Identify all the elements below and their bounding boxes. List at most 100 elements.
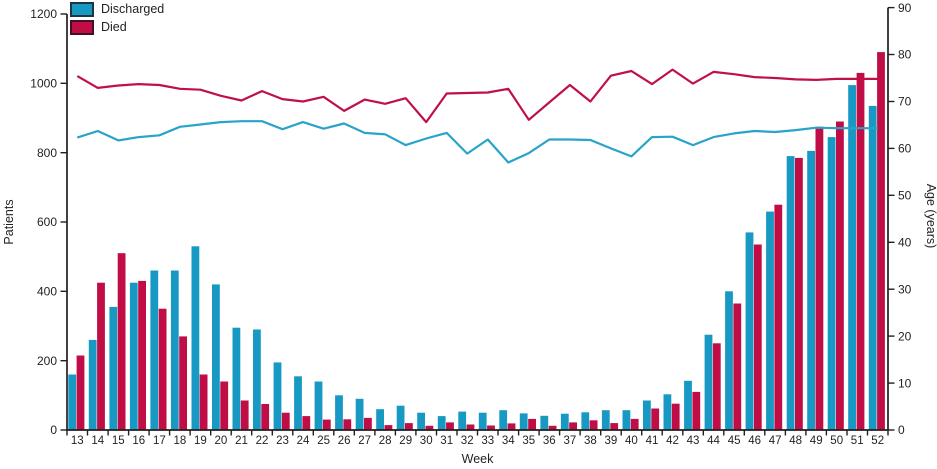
week-tick-label: 23 (276, 435, 289, 447)
bar-died-week-21 (240, 400, 249, 430)
bar-discharged-week-51 (848, 85, 856, 430)
week-tick-label: 41 (646, 435, 659, 447)
bar-died-week-43 (692, 391, 701, 430)
bar-discharged-week-49 (807, 150, 815, 430)
bar-died-week-30 (425, 425, 434, 430)
age-line-discharged (76, 120, 878, 164)
week-tick-label: 40 (625, 435, 638, 447)
bar-discharged-week-40 (622, 410, 631, 430)
bar-discharged-week-47 (766, 211, 774, 430)
legend-item-died: Died (70, 20, 164, 35)
week-tick-label: 29 (399, 435, 412, 447)
bar-discharged-week-39 (601, 410, 610, 430)
right-axis-tick-label: 90 (898, 1, 912, 15)
bar-discharged-week-33 (478, 412, 487, 430)
bar-died-week-20 (220, 381, 229, 430)
week-tick-label: 24 (297, 435, 310, 447)
bar-died-week-35 (528, 418, 536, 430)
bar-discharged-week-27 (355, 398, 364, 430)
bar-died-week-14 (97, 282, 105, 430)
bar-died-week-32 (466, 424, 475, 430)
bar-died-week-28 (384, 425, 393, 430)
left-axis-tick-label: 200 (37, 354, 57, 368)
week-tick-label: 31 (440, 435, 453, 447)
right-axis-tick-label: 20 (898, 329, 912, 343)
week-tick-label: 17 (153, 435, 166, 447)
right-axis-tick-label: 50 (898, 189, 912, 203)
bar-died-week-39 (610, 423, 619, 430)
week-tick-label: 34 (502, 435, 515, 447)
bar-died-week-52 (877, 52, 885, 430)
week-tick-label: 19 (194, 435, 207, 447)
bar-died-week-47 (774, 204, 783, 430)
week-tick-label: 36 (543, 435, 556, 447)
bar-died-week-41 (651, 408, 660, 430)
left-axis-tick-label: 600 (37, 215, 57, 229)
bar-discharged-week-24 (294, 376, 302, 430)
week-tick-label: 42 (666, 435, 679, 447)
left-axis-tick-label: 1200 (30, 7, 57, 21)
bar-died-week-13 (76, 355, 85, 430)
bar-discharged-week-19 (191, 246, 200, 430)
right-axis-tick-label: 70 (898, 95, 912, 109)
bar-discharged-week-16 (129, 282, 138, 430)
legend-item-discharged: Discharged (70, 2, 164, 17)
bar-discharged-week-29 (396, 405, 405, 430)
right-axis-tick-label: 30 (898, 282, 912, 296)
bar-discharged-week-28 (376, 409, 384, 430)
left-axis-tick-label: 400 (37, 285, 57, 299)
week-tick-label: 43 (687, 435, 700, 447)
bar-discharged-week-32 (458, 411, 467, 430)
x-axis-title: Week (462, 452, 494, 466)
bar-discharged-week-15 (109, 306, 118, 430)
week-tick-label: 25 (317, 435, 330, 447)
left-axis-tick-label: 800 (37, 146, 57, 160)
week-tick-label: 51 (851, 435, 864, 447)
right-axis-tick-label: 10 (898, 376, 912, 390)
bar-discharged-week-45 (725, 291, 733, 430)
axes-frame (66, 7, 889, 431)
bar-died-week-42 (671, 403, 680, 430)
bar-discharged-week-50 (827, 137, 836, 430)
bar-discharged-week-37 (560, 413, 569, 430)
bar-discharged-week-41 (643, 400, 651, 430)
bar-discharged-week-30 (417, 412, 425, 430)
week-tick-label: 39 (605, 435, 618, 447)
week-tick-label: 15 (112, 435, 125, 447)
bar-died-week-31 (446, 422, 454, 430)
bar-died-week-49 (815, 126, 824, 430)
died-color-swatch (70, 20, 94, 35)
age-line-died (76, 68, 878, 124)
bar-died-week-24 (302, 416, 311, 430)
bar-died-week-22 (261, 404, 270, 430)
right-axis-tick-label: 80 (898, 48, 912, 62)
bar-died-week-23 (281, 412, 290, 430)
bar-discharged-week-36 (540, 415, 549, 430)
bar-died-week-17 (158, 308, 167, 430)
bar-died-week-19 (199, 374, 208, 430)
bar-died-week-46 (753, 244, 762, 430)
week-tick-label: 28 (379, 435, 392, 447)
bar-discharged-week-35 (519, 413, 528, 430)
bar-died-week-36 (548, 425, 557, 430)
bar-discharged-week-23 (273, 362, 282, 430)
week-tick-label: 27 (358, 435, 371, 447)
bar-discharged-week-48 (786, 156, 795, 430)
bar-discharged-week-38 (581, 412, 590, 430)
bar-discharged-week-20 (212, 284, 220, 430)
week-tick-label: 35 (522, 435, 535, 447)
week-tick-label: 14 (91, 435, 104, 447)
bar-died-week-25 (322, 419, 331, 430)
right-axis-tick-label: 60 (898, 142, 912, 156)
week-tick-label: 16 (132, 435, 145, 447)
week-tick-label: 46 (748, 435, 761, 447)
bar-discharged-week-17 (150, 270, 159, 430)
bar-died-week-38 (589, 420, 598, 430)
bar-died-week-50 (836, 121, 844, 430)
week-tick-label: 37 (564, 435, 577, 447)
chart-legend: Discharged Died (70, 2, 164, 35)
bar-died-week-16 (138, 280, 146, 430)
right-axis-title: Age (years) (924, 184, 937, 249)
